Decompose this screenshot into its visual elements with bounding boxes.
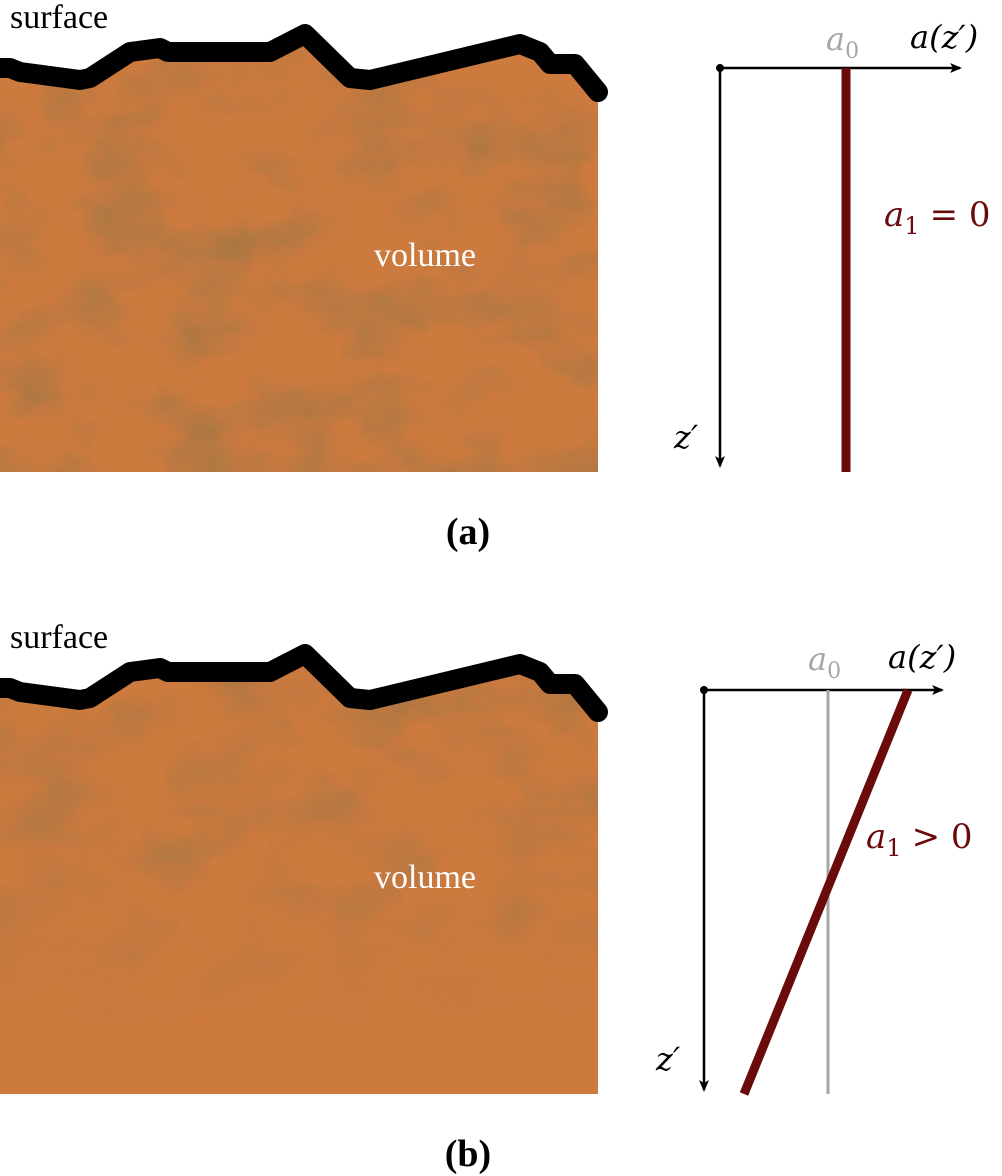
origin-dot-b: [700, 686, 708, 694]
axis-z-label-b: z′: [655, 1040, 681, 1078]
axes-b: [699, 685, 944, 1092]
volume-label-a: volume: [374, 237, 476, 274]
material-block-a: [0, 34, 598, 472]
axes-a: [715, 63, 962, 468]
profile-line-b: [739, 688, 913, 1096]
surface-line-b: [0, 644, 608, 722]
panel-a: surface volume a0 a(z′) z′ a1 = 0 (a): [0, 0, 991, 553]
surface-label-a: surface: [10, 0, 108, 36]
panel-b: surface volume a0 a(z′) z′ a1 > 0 (b): [0, 619, 973, 1175]
a0-label-a: a0: [826, 20, 859, 64]
a0-label-b: a0: [808, 640, 841, 684]
material-texture-a: [0, 34, 598, 472]
surface-line-a: [0, 24, 608, 102]
caption-a: (a): [446, 511, 490, 553]
caption-b: (b): [445, 1133, 491, 1175]
axis-x-label-a: a(z′): [910, 18, 978, 56]
volume-label-b: volume: [374, 859, 476, 896]
material-block-b: [0, 654, 598, 1094]
surface-label-b: surface: [10, 619, 108, 656]
origin-dot-a: [716, 64, 724, 72]
material-texture-b: [0, 654, 598, 1094]
condition-label-a: a1 = 0: [884, 195, 991, 240]
axis-x-label-b: a(z′): [888, 638, 956, 676]
axis-z-label-a: z′: [673, 418, 699, 456]
condition-label-b: a1 > 0: [866, 817, 973, 862]
